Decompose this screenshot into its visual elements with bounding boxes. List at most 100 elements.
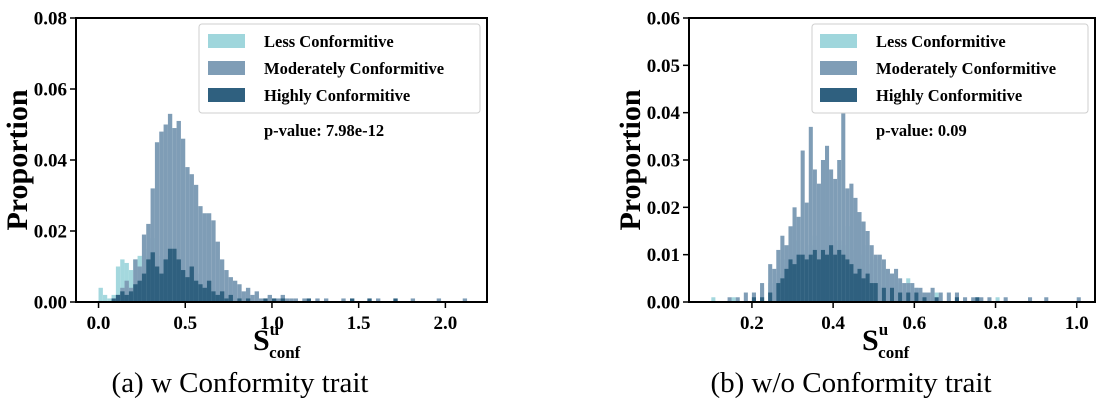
panel-a-bar-moderate-21 <box>206 213 212 302</box>
panel-b-bar-moderate-47 <box>946 292 951 302</box>
panel-a-bars <box>98 113 468 302</box>
panel-a-bar-moderate-8 <box>150 188 155 302</box>
panel-a-bar-moderate-28 <box>237 284 242 302</box>
panel-b-bar-moderate-36 <box>894 268 899 302</box>
panel-a-bar-high-5 <box>133 284 138 302</box>
panel-a-bar-moderate-31 <box>250 294 255 302</box>
panel-a-x-label-sub: conf <box>269 343 301 362</box>
panel-b-bar-high-21 <box>849 264 854 302</box>
panel-a-bar-high-13 <box>167 248 173 302</box>
panel-b-bar-moderate-38 <box>902 283 907 302</box>
panel-a-bar-high-33 <box>306 298 311 302</box>
panel-b-bar-moderate-2 <box>743 292 748 302</box>
panel-b-y-tick-label-1: 0.01 <box>647 245 680 266</box>
panel-a-bar-high-18 <box>189 266 194 302</box>
panel-b-bar-high-19 <box>841 254 846 302</box>
panel-a-caption: (a) w Conformity trait <box>112 367 369 399</box>
panel-b-bar-high-1 <box>760 297 765 302</box>
panel-b-x-tick-label-2: 0.6 <box>902 313 926 334</box>
panel-b-bar-high-25 <box>865 273 870 302</box>
panel-b-legend-label-moderate: Moderately Conformitive <box>876 59 1056 78</box>
panel-b-bar-moderate-1 <box>735 297 740 302</box>
panel-b-caption: (b) w/o Conformity trait <box>710 367 991 399</box>
panel-a-x-tick-label-4: 2.0 <box>434 313 458 334</box>
panel-b-bar-high-13 <box>816 259 821 302</box>
panel-a-y-tick-label-0: 0.00 <box>34 293 67 314</box>
panel-b-bar-moderate-55 <box>1044 297 1049 302</box>
panel-a-bar-moderate-15 <box>180 138 186 302</box>
panel-a-bar-moderate-4 <box>133 259 138 302</box>
panel-b-bar-moderate-13 <box>800 150 805 302</box>
panel-b-bar-moderate-31 <box>873 254 878 302</box>
panel-b-bar-high-9 <box>800 254 805 302</box>
panel-a-bar-less-0 <box>98 287 103 302</box>
panel-a-bar-high-3 <box>124 294 129 302</box>
panel-a-bar-moderate-30 <box>245 287 251 302</box>
panel-a-bar-moderate-9 <box>154 142 160 302</box>
panel-b-bar-moderate-22 <box>837 160 842 302</box>
panel-a-bar-moderate-6 <box>141 234 147 302</box>
panel-b-bars <box>711 107 1081 303</box>
panel-b-bar-moderate-4 <box>760 283 765 302</box>
panel-a-bar-moderate-33 <box>258 298 264 302</box>
panel-b-bar-less-1 <box>731 297 736 302</box>
panel-a-bar-moderate-19 <box>198 206 203 302</box>
panel-a-bar-moderate-20 <box>202 213 207 302</box>
panel-b-bar-moderate-17 <box>816 183 821 302</box>
panel-a-x-tick-label-2: 1.0 <box>260 313 284 334</box>
panel-a-bar-moderate-18 <box>193 184 199 302</box>
panel-a-bar-moderate-16 <box>185 167 190 302</box>
panel-b-y-tick-label-2: 0.02 <box>647 198 680 219</box>
panel-b-bar-less-36 <box>934 292 939 302</box>
panel-b-bar-high-0 <box>751 297 756 302</box>
panel-a-bar-high-31 <box>271 298 277 302</box>
panel-b-bar-moderate-21 <box>833 178 838 302</box>
panel-b-bar-high-16 <box>829 245 834 302</box>
panel-a-bar-high-17 <box>185 277 190 302</box>
panel-b-bar-moderate-26 <box>853 197 858 302</box>
panel-a-bar-moderate-35 <box>267 294 272 302</box>
panel-b-bar-high-14 <box>820 249 826 302</box>
panel-a-bar-high-16 <box>180 270 186 302</box>
panel-b-bar-moderate-30 <box>869 245 874 302</box>
panel-a-x-tick-label-3: 1.5 <box>347 313 371 334</box>
panel-a-x-ticks: 0.0 0.5 1.0 1.5 2.0 <box>87 302 458 334</box>
panel-a-bar-high-14 <box>172 248 177 302</box>
panel-a-bar-high-9 <box>150 252 155 302</box>
panel-b-bar-high-12 <box>812 249 817 302</box>
panel-a-bar-high-4 <box>128 291 134 302</box>
panel-a-bar-moderate-26 <box>228 277 233 302</box>
panel-a-bar-high-19 <box>193 280 199 302</box>
panel-a-bar-high-35 <box>367 298 372 302</box>
panel-b-bar-moderate-18 <box>820 160 826 302</box>
panel-a-y-tick-label-3: 0.06 <box>34 80 67 101</box>
panel-b-bar-high-34 <box>934 297 939 302</box>
panel-a-legend-label-high: Highly Conformitive <box>264 86 410 105</box>
panel-b-bar-less-39 <box>995 297 1000 302</box>
panel-a-bar-less-1 <box>102 294 108 302</box>
panel-a-bar-less-5 <box>120 259 125 302</box>
panel-b-bar-moderate-51 <box>979 297 984 302</box>
panel-b-x-tick-label-4: 1.0 <box>1065 313 1089 334</box>
panel-a-bar-high-26 <box>224 298 229 302</box>
panel-a-legend-swatch-less <box>208 34 245 48</box>
panel-a-bar-moderate-40 <box>289 298 294 302</box>
panel-b-bar-moderate-52 <box>987 297 992 302</box>
panel-b-y-tick-label-3: 0.03 <box>647 151 680 172</box>
panel-a-y-tick-label-4: 0.08 <box>34 9 67 30</box>
panel-a-bar-high-1 <box>115 294 121 302</box>
panel-b-chart: 0.000.010.020.030.040.050.06 0.2 0.4 0.6 0.… <box>614 9 1096 399</box>
panel-a-bar-moderate-44 <box>323 298 329 302</box>
panel-b-y-tick-label-4: 0.04 <box>647 103 681 124</box>
panel-a-bar-high-34 <box>350 298 355 302</box>
panel-a-bar-moderate-42 <box>302 298 307 302</box>
panel-a-bar-moderate-29 <box>241 291 246 302</box>
panel-b-bar-moderate-6 <box>772 268 777 302</box>
panel-b-y-ticks: 0.00 0.01 0.02 0.03 0.04 0.05 0.06 <box>647 9 689 314</box>
panel-a-bar-moderate-32 <box>254 291 259 302</box>
panel-b-bar-moderate-3 <box>751 292 756 302</box>
panel-b-x-axis-label: Su conf <box>862 320 910 362</box>
panel-b-bar-moderate-32 <box>877 254 882 302</box>
panel-a-bar-moderate-46 <box>376 298 381 302</box>
